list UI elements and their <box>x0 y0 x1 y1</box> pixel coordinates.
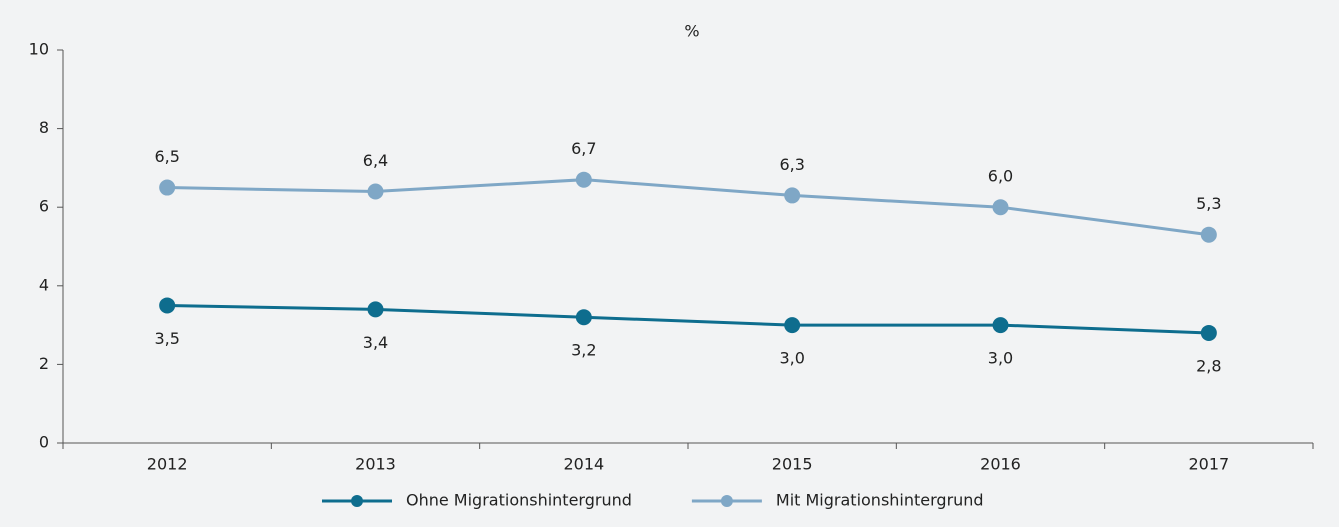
data-point <box>1200 324 1217 341</box>
data-label: 3,4 <box>363 333 388 352</box>
data-point <box>784 187 801 204</box>
legend-marker <box>720 495 733 507</box>
data-label: 3,0 <box>779 349 804 368</box>
data-label: 2,8 <box>1196 356 1221 375</box>
data-label: 6,0 <box>988 167 1013 186</box>
x-tick-label: 2016 <box>980 455 1021 474</box>
y-tick-label: 0 <box>39 433 49 452</box>
data-point <box>575 309 592 326</box>
data-label: 6,3 <box>779 155 804 174</box>
data-point <box>159 297 176 314</box>
data-point <box>575 171 592 188</box>
x-tick-label: 2015 <box>772 455 813 474</box>
data-label: 6,4 <box>363 151 388 170</box>
series-line <box>167 178 1210 237</box>
y-tick-label: 4 <box>39 275 49 294</box>
data-point <box>367 301 384 318</box>
y-tick-label: 10 <box>29 40 49 59</box>
series-line <box>167 303 1209 335</box>
y-tick-label: 6 <box>39 197 49 216</box>
legend-label: Mit Migrationshintergrund <box>776 491 984 510</box>
y-tick-label: 8 <box>39 118 49 137</box>
data-point <box>784 317 801 334</box>
data-label: 5,3 <box>1196 194 1221 213</box>
x-tick-label: 2013 <box>355 455 396 474</box>
data-point <box>367 183 384 200</box>
data-point <box>1200 226 1217 243</box>
x-tick-label: 2017 <box>1188 455 1229 474</box>
data-point <box>159 179 176 196</box>
data-point <box>992 199 1009 216</box>
data-label: 3,0 <box>988 349 1013 368</box>
data-label: 3,5 <box>154 329 179 348</box>
data-label: 6,5 <box>154 147 179 166</box>
legend-label: Ohne Migrationshintergrund <box>406 491 632 510</box>
data-label: 3,2 <box>571 341 596 360</box>
data-point <box>992 317 1009 334</box>
y-axis-label: % <box>684 22 699 41</box>
data-label: 6,7 <box>571 139 596 158</box>
y-tick-label: 2 <box>39 354 49 373</box>
x-tick-label: 2012 <box>147 455 188 474</box>
legend-marker <box>351 495 363 507</box>
x-tick-label: 2014 <box>563 455 604 474</box>
